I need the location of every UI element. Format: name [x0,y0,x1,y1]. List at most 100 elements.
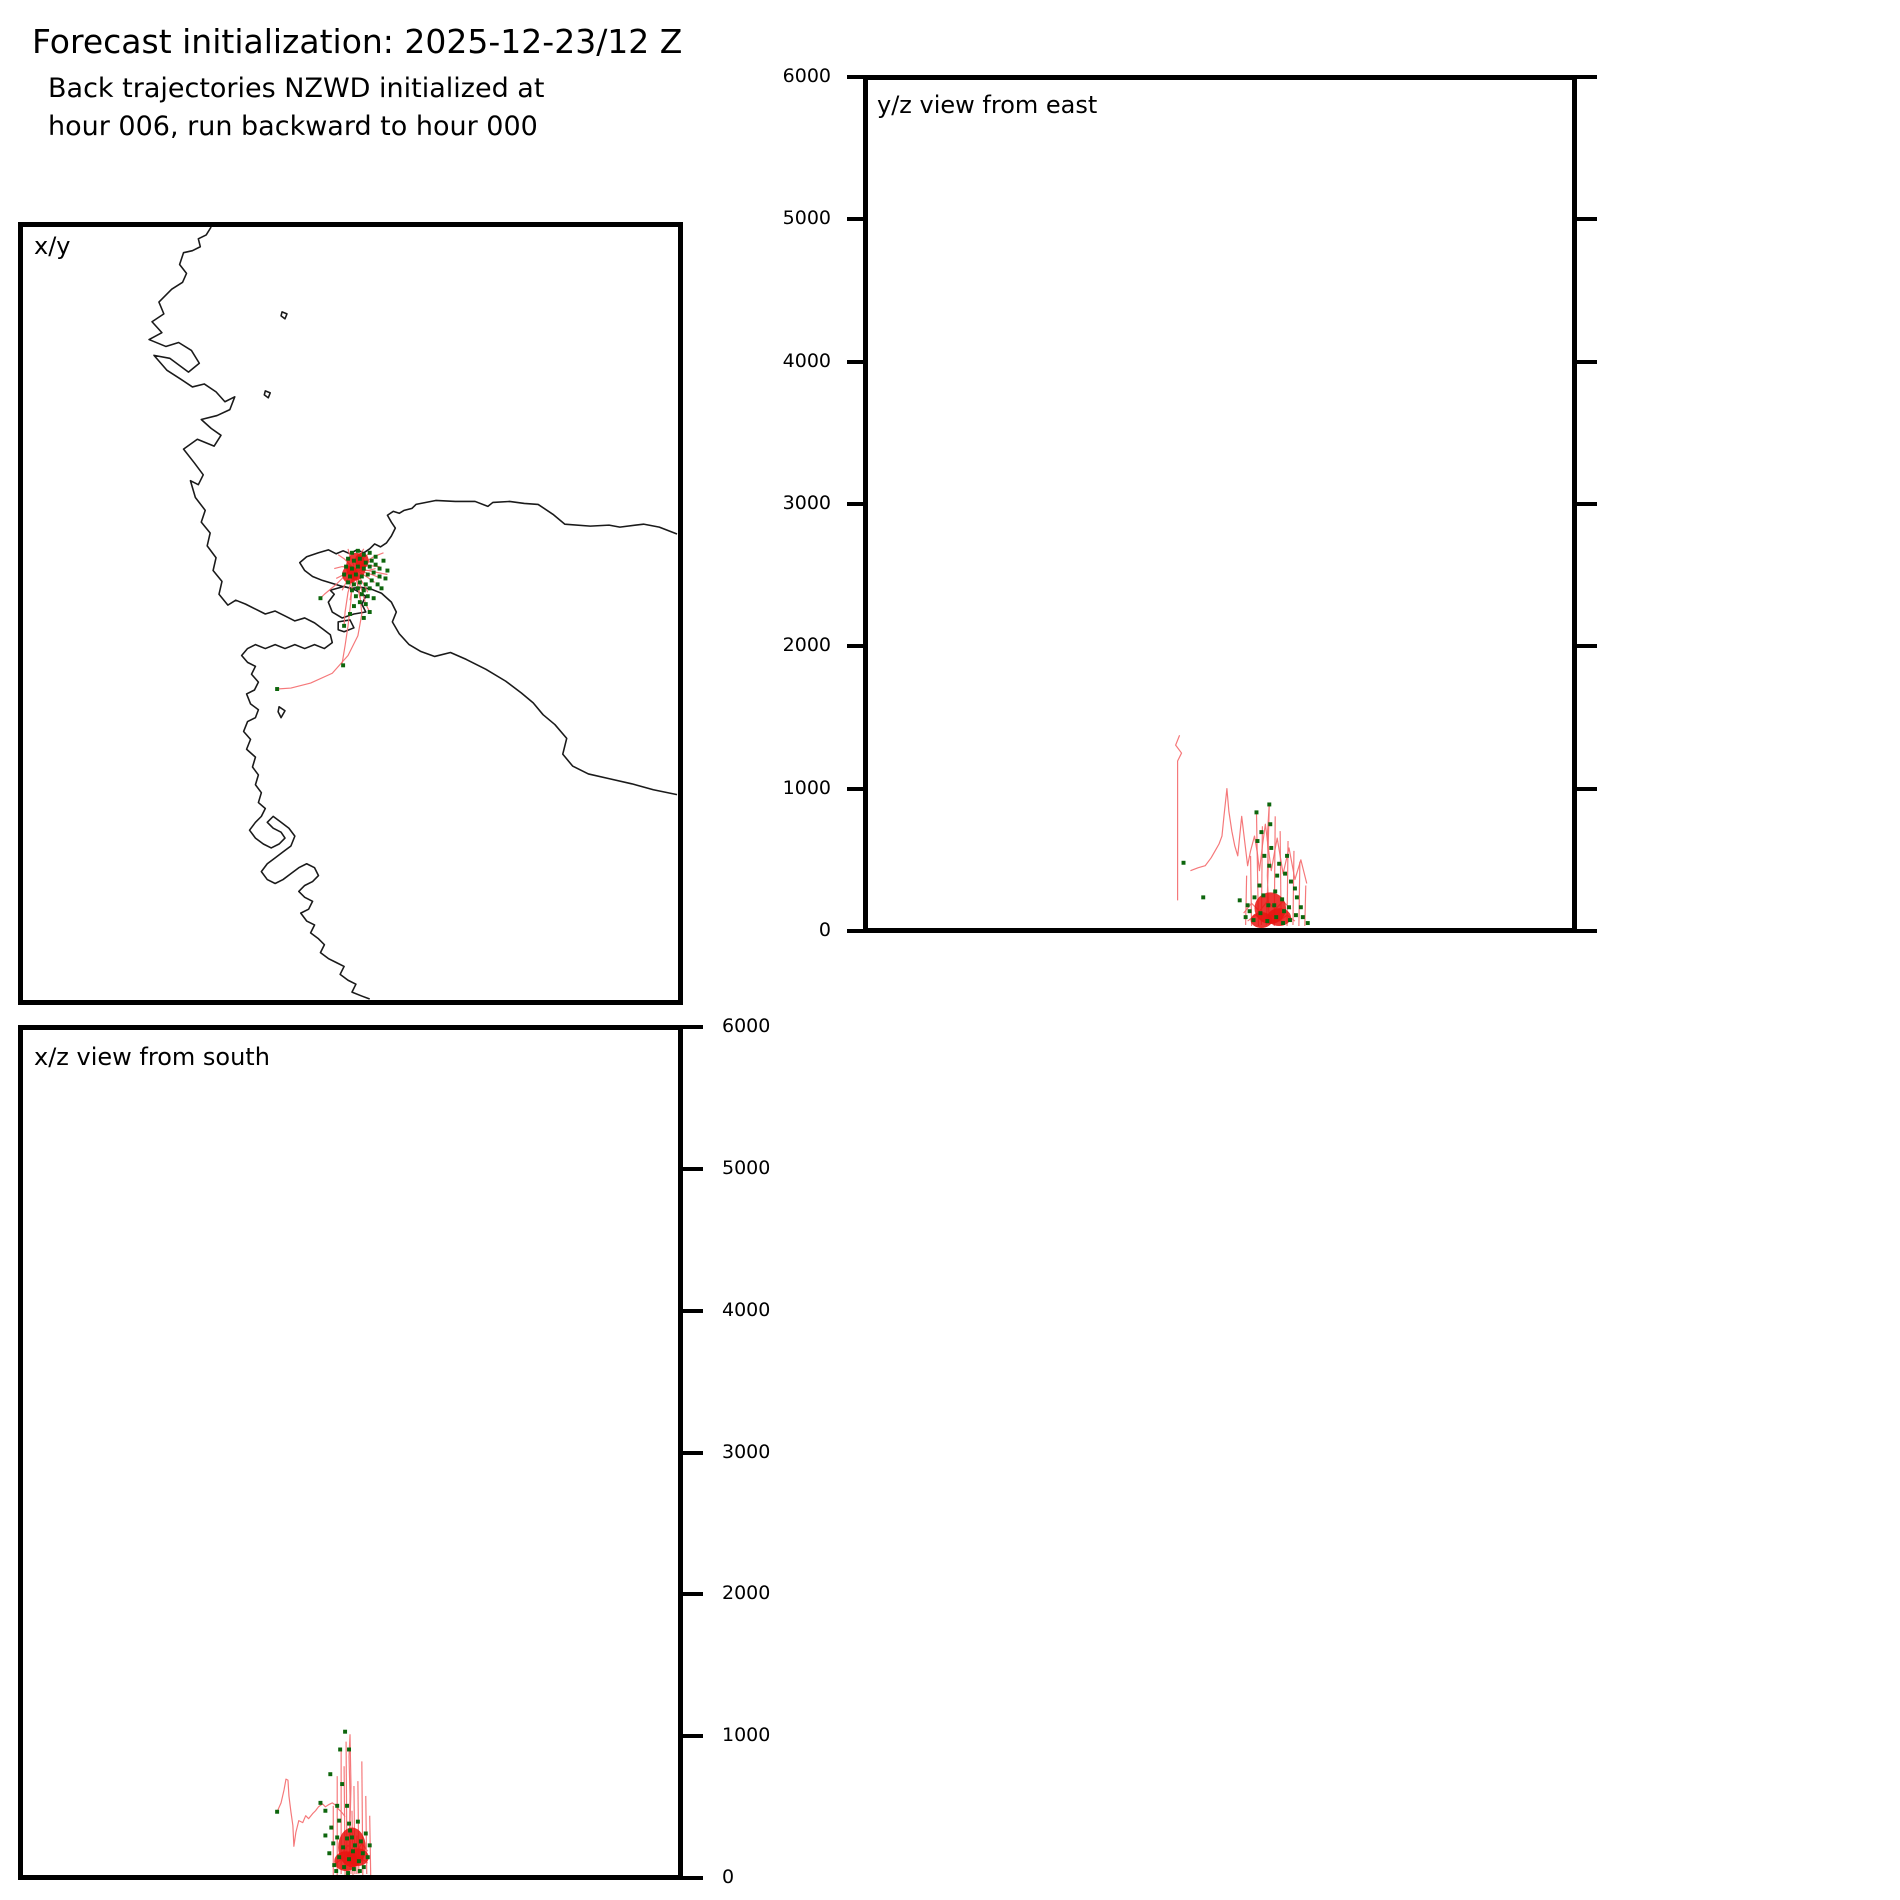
trajectory-line [1304,885,1307,927]
trajectory-endpoint-marker [352,1843,357,1848]
xz-axis-tick [683,1166,703,1171]
trajectory-endpoint-marker [1245,903,1250,908]
xz-axis-tick [683,1025,703,1029]
trajectory-endpoint-marker [347,1857,351,1862]
trajectory-endpoint-marker [1252,895,1257,900]
trajectory-endpoint-marker [357,1869,362,1874]
trajectory-endpoint-marker [345,1836,350,1841]
trajectory-endpoint-marker [323,1833,328,1838]
xz-plot-canvas [275,1729,372,1875]
xz-axis-tick-label: 6000 [722,1015,771,1037]
yz-axis-tick [1577,929,1597,933]
trajectory-endpoint-marker [383,576,388,581]
figure-title: Forecast initialization: 2025-12-23/12 Z [32,22,683,61]
trajectory-endpoint-marker [347,1747,351,1752]
trajectory-line [277,573,363,690]
panel-yz-profile [863,75,1577,933]
trajectory-endpoint-marker [371,596,376,601]
trajectory-endpoint-marker [375,582,380,587]
trajectory-endpoint-marker [355,564,360,569]
trajectory-endpoint-marker [275,687,280,691]
trajectory-endpoint-marker [348,1828,352,1833]
trajectory-endpoint-marker [1265,919,1270,924]
trajectory-endpoint-marker [367,610,372,614]
trajectory-endpoint-marker [341,663,346,668]
trajectory-endpoint-marker [1292,886,1297,891]
trajectory-line [1175,735,1183,901]
trajectory-endpoint-marker [358,1839,363,1844]
xz-axis-tick [683,1876,703,1880]
trajectory-endpoint-marker [335,1803,340,1808]
trajectory-endpoint-marker [1259,830,1264,835]
trajectory-endpoint-marker [350,1835,354,1840]
xz-axis-tick-label: 3000 [722,1440,771,1463]
trajectory-endpoint-marker [338,1747,343,1752]
trajectory-endpoint-marker [367,1843,372,1848]
trajectory-endpoint-marker [1294,895,1299,900]
trajectory-endpoint-marker [1287,905,1291,910]
panel-xz-profile [18,1025,683,1880]
yz-axis-tick-label: 3000 [782,492,831,514]
yz-axis-tick [1577,75,1597,79]
trajectory-endpoint-marker [365,1855,370,1860]
trajectory-line [1249,855,1253,927]
trajectory-endpoint-marker [342,1865,347,1870]
trajectory-endpoint-marker [357,556,362,561]
trajectory-endpoint-marker [353,572,358,577]
yz-axis-tick [847,929,863,933]
panel-xy-map [18,222,683,1005]
trajectory-endpoint-marker [1300,915,1305,920]
trajectory-endpoint-marker [1261,893,1266,898]
xz-axis-tick-label: 0 [722,1866,735,1888]
trajectory-endpoint-marker [1273,889,1278,894]
trajectory-endpoint-marker [1282,909,1287,914]
trajectory-endpoint-marker [351,558,356,563]
yz-axis-tick [1577,217,1597,222]
figure-subtitle-line2: hour 006, run backward to hour 000 [48,111,538,142]
trajectory-endpoint-marker [1274,915,1279,920]
trajectory-endpoint-marker [341,1845,346,1850]
trajectory-endpoint-marker [328,1772,333,1777]
trajectory-endpoint-marker [343,1729,348,1734]
coastline-path [298,499,678,796]
yz-axis-tick [847,217,863,222]
trajectory-endpoint-marker [1247,909,1252,914]
trajectory-endpoint-marker [327,1851,332,1856]
trajectory-endpoint-marker [1267,863,1272,868]
yz-axis-tick-label: 1000 [782,776,831,799]
trajectory-endpoint-marker [355,586,360,591]
coastline-path [280,311,288,320]
trajectory-endpoint-marker [335,1835,340,1840]
trajectory-endpoint-marker [334,1869,339,1874]
trajectory-endpoint-marker [356,1859,361,1864]
trajectory-endpoint-marker [346,556,351,561]
trajectory-line [276,1778,346,1847]
xz-axis-tick [683,1450,703,1455]
trajectory-endpoint-marker [381,558,386,563]
yz-axis-tick-label: 6000 [782,65,831,87]
trajectory-endpoint-marker [373,554,378,559]
panel-xy-label: x/y [34,232,71,260]
trajectory-endpoint-marker [367,550,372,555]
trajectory-endpoint-marker [1201,895,1206,900]
trajectory-endpoint-marker [360,1851,365,1856]
trajectory-line [1190,788,1308,884]
yz-axis-tick-label: 4000 [782,349,831,372]
trajectory-endpoint-marker [379,586,384,591]
trajectory-endpoint-marker [323,1808,328,1813]
trajectory-endpoint-marker [1243,915,1248,920]
trajectory-endpoint-marker [361,552,366,557]
trajectory-endpoint-marker [1293,913,1298,918]
trajectory-endpoint-marker [359,592,364,597]
trajectory-endpoint-marker [363,602,368,607]
yz-plot-canvas [1175,735,1310,928]
xz-axis-tick [683,1308,703,1313]
trajectory-endpoint-marker [1262,853,1267,858]
trajectory-endpoint-marker [355,548,360,553]
figure-subtitle-line1: Back trajectories NZWD initialized at [48,73,545,104]
yz-axis-tick-label: 0 [818,919,831,941]
xz-axis-tick-label: 1000 [722,1724,771,1747]
trajectory-endpoint-marker [367,586,372,591]
trajectory-dense-cluster [1250,912,1273,928]
